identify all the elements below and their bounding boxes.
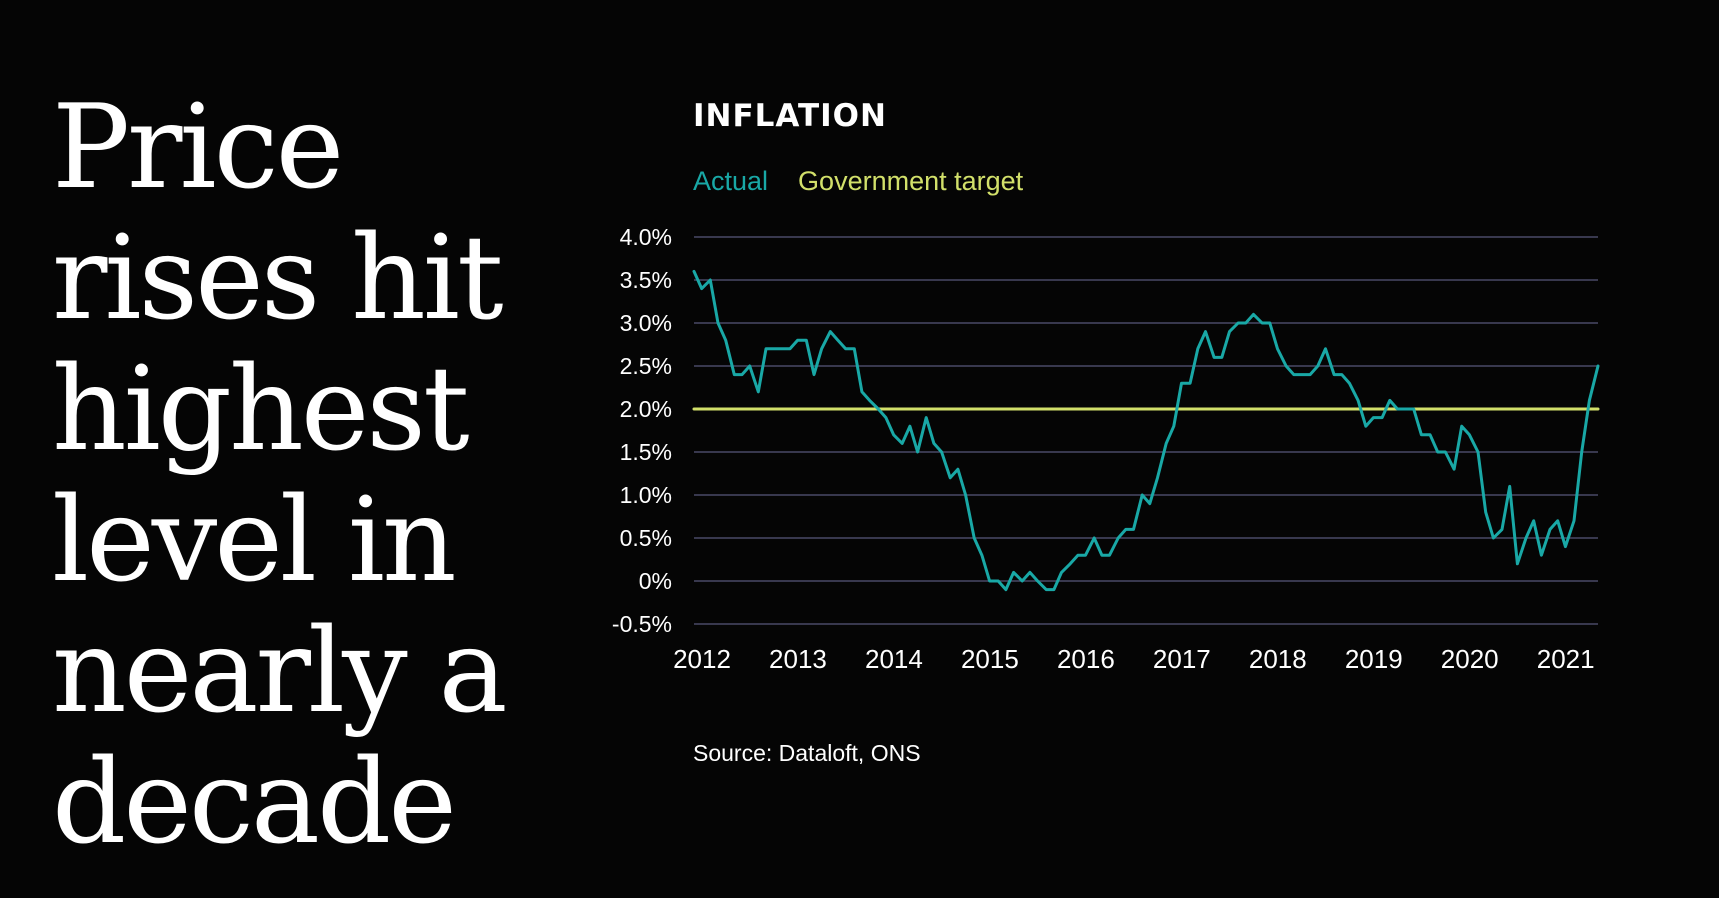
y-tick-label: 0.5% — [620, 525, 672, 551]
x-tick-label: 2021 — [1537, 644, 1595, 674]
x-tick-label: 2017 — [1153, 644, 1211, 674]
x-tick-label: 2016 — [1057, 644, 1115, 674]
grid-lines — [694, 236, 1598, 625]
headline-line: level in — [52, 473, 457, 608]
x-tick-label: 2014 — [865, 644, 923, 674]
x-tick-label: 2015 — [961, 644, 1019, 674]
x-tick-label: 2012 — [673, 644, 731, 674]
headline: Price rises hit highest level in nearly … — [52, 82, 612, 868]
headline-line: rises hit — [52, 211, 504, 346]
y-tick-label: 3.0% — [620, 310, 672, 336]
y-tick-label: 4.0% — [620, 224, 672, 250]
headline-line: decade — [52, 735, 457, 870]
x-tick-label: 2019 — [1345, 644, 1403, 674]
headline-line: Price — [52, 80, 344, 215]
y-tick-label: 0% — [639, 568, 672, 594]
legend-item-actual: Actual — [693, 166, 769, 196]
y-tick-label: -0.5% — [612, 611, 672, 637]
y-tick-label: 2.5% — [620, 353, 672, 379]
x-axis-ticks: 2012 2013 2014 2015 2016 2017 2018 2019 2020 2021 — [673, 644, 1595, 674]
x-tick-label: 2018 — [1249, 644, 1307, 674]
x-tick-label: 2013 — [769, 644, 827, 674]
chart-series — [692, 269, 1600, 592]
chart-legend: Actual Government target — [693, 166, 1023, 197]
y-tick-label: 3.5% — [620, 267, 672, 293]
x-tick-label: 2020 — [1441, 644, 1499, 674]
source-note: Source: Dataloft, ONS — [693, 740, 921, 766]
headline-line: nearly a — [52, 604, 508, 739]
headline-line: highest — [52, 342, 470, 477]
series-line-actual — [692, 269, 1600, 592]
chart-title: INFLATION — [693, 98, 887, 134]
legend-item-target: Government target — [798, 166, 1024, 196]
y-tick-label: 2.0% — [620, 396, 672, 422]
y-tick-label: 1.0% — [620, 482, 672, 508]
y-axis-ticks: 4.0% 3.5% 3.0% 2.5% 2.0% 1.5% 1.0% 0.5% 0% -0.5% — [612, 224, 672, 637]
y-tick-label: 1.5% — [620, 439, 672, 465]
